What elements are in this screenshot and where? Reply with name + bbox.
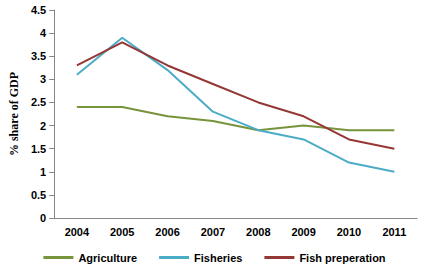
svg-text:2009: 2009 [291,226,315,238]
svg-text:2004: 2004 [65,226,90,238]
svg-text:1: 1 [40,166,46,178]
svg-text:3: 3 [40,73,46,85]
svg-text:2011: 2011 [382,226,406,238]
svg-text:2008: 2008 [246,226,270,238]
svg-text:2: 2 [40,120,46,132]
svg-text:1.5: 1.5 [31,143,46,155]
svg-text:2.5: 2.5 [31,96,46,108]
svg-text:3.5: 3.5 [31,50,46,62]
svg-text:4: 4 [40,27,47,39]
svg-text:2007: 2007 [201,226,225,238]
svg-text:2010: 2010 [337,226,361,238]
svg-text:2006: 2006 [155,226,179,238]
svg-text:Agriculture: Agriculture [78,252,137,264]
svg-text:Fisheries: Fisheries [194,252,242,264]
svg-text:0: 0 [40,212,46,224]
svg-text:0.5: 0.5 [31,189,46,201]
svg-text:Fish preperation: Fish preperation [299,252,385,264]
svg-text:4.5: 4.5 [31,4,46,16]
svg-text:% share of GDP: % share of GDP [7,72,21,156]
svg-text:2005: 2005 [110,226,134,238]
